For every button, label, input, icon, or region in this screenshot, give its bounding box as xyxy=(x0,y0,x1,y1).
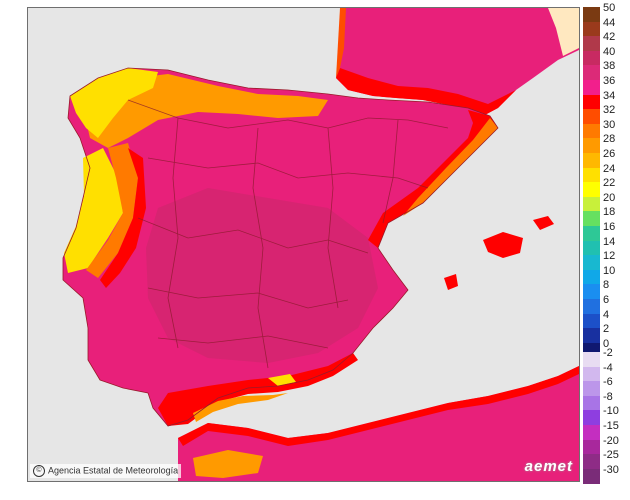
east-coast-orange xyxy=(403,118,498,216)
legend-tick-label: 44 xyxy=(603,16,616,29)
legend-tick-label: 22 xyxy=(603,177,616,190)
credit-label: Agencia Estatal de Meteorología xyxy=(48,465,179,476)
legend-tick-label: 34 xyxy=(603,89,616,102)
legend-tick-label: -20 xyxy=(603,434,619,447)
legend-tick-label: 10 xyxy=(603,264,616,277)
legend-swatch xyxy=(583,284,600,300)
legend-tick-label: 12 xyxy=(603,250,616,263)
legend-swatch xyxy=(583,240,600,256)
legend-swatch xyxy=(583,138,600,154)
legend-tick-label: 0 xyxy=(603,337,610,350)
legend-tick-label: -15 xyxy=(603,420,619,432)
legend-swatch xyxy=(583,439,600,455)
legend-tick-label: 14 xyxy=(603,235,616,248)
legend-tick-label: -25 xyxy=(603,449,619,462)
south-coast-orange xyxy=(193,393,288,422)
legend-swatch xyxy=(583,196,600,212)
legend-swatch xyxy=(583,226,600,242)
legend-tick-label: 36 xyxy=(603,75,616,87)
legend-tick-label: 6 xyxy=(603,294,610,306)
aemet-logo: aemet xyxy=(524,458,573,475)
menorca-island xyxy=(533,216,554,230)
legend-tick-label: 30 xyxy=(603,118,616,131)
legend-swatch xyxy=(583,269,600,285)
legend-tick-label: 2 xyxy=(603,323,610,336)
legend-tick-label: -8 xyxy=(603,390,613,403)
legend-tick-label: 50 xyxy=(603,2,616,14)
copyright-icon: © xyxy=(33,465,45,477)
portugal-coast-yellow xyxy=(64,148,123,273)
legend-tick-label: 18 xyxy=(603,206,616,219)
legend-swatch xyxy=(583,425,600,441)
legend-swatch xyxy=(583,21,600,37)
legend-swatch xyxy=(583,65,600,81)
legend-tick-label: 38 xyxy=(603,60,616,73)
legend-swatch xyxy=(583,468,600,484)
map-frame[interactable]: © Agencia Estatal de Meteorología aemet xyxy=(27,7,580,482)
portugal-coast-red xyxy=(100,148,146,288)
legend-swatch xyxy=(583,109,600,125)
france-atlantic-edge xyxy=(336,8,346,78)
iberia-north-cool xyxy=(83,74,328,148)
portugal-coast-orange xyxy=(86,143,138,278)
legend-swatch xyxy=(583,410,600,426)
legend-tick-label: -4 xyxy=(603,361,613,374)
legend-swatch xyxy=(583,7,600,23)
iberia-inner-hot xyxy=(146,188,378,363)
legend-swatch xyxy=(583,123,600,139)
legend-swatch xyxy=(583,352,600,368)
legend-swatch xyxy=(583,153,600,169)
france-alps-cool xyxy=(548,8,579,56)
mallorca-island xyxy=(483,232,523,258)
legend-swatch xyxy=(583,395,600,411)
legend-swatch xyxy=(583,167,600,183)
legend-tick-label: 20 xyxy=(603,191,616,204)
legend-tick-label: 26 xyxy=(603,148,616,160)
temperature-map xyxy=(62,8,579,481)
credit-text: © Agencia Estatal de Meteorología xyxy=(30,464,182,478)
legend-tick-label: 32 xyxy=(603,104,616,117)
legend-swatch xyxy=(583,182,600,198)
legend-tick-label: -10 xyxy=(603,405,619,418)
legend-tick-label: 16 xyxy=(603,221,616,233)
legend-swatch xyxy=(583,454,600,470)
legend-swatch xyxy=(583,36,600,52)
legend-swatch xyxy=(583,328,600,344)
sierra-nevada-yellow xyxy=(268,374,296,386)
legend-swatch xyxy=(583,94,600,110)
ibiza-island xyxy=(444,274,458,290)
legend-swatch xyxy=(583,299,600,315)
legend-tick-label: 40 xyxy=(603,45,616,58)
legend-tick-label: -6 xyxy=(603,376,613,389)
legend-swatch xyxy=(583,366,600,382)
atlas-cool xyxy=(193,450,263,478)
legend-swatch xyxy=(583,211,600,227)
france-south-band xyxy=(336,68,516,116)
legend-tick-label: -30 xyxy=(603,463,619,476)
legend-tick-label: 8 xyxy=(603,279,610,292)
legend-swatch xyxy=(583,313,600,329)
coastline-iberia xyxy=(62,67,499,427)
legend-tick-label: -2 xyxy=(603,347,613,359)
legend-swatch xyxy=(583,80,600,96)
east-coast-red xyxy=(368,110,498,248)
legend-tick-label: 4 xyxy=(603,308,610,321)
legend-tick-label: 42 xyxy=(603,31,616,44)
regional-borders xyxy=(127,99,449,369)
color-legend: 50 44 42 40 38 36 34 32 30 28 26 24 22 20 18 16 14 12 10 8 6… xyxy=(583,3,629,484)
legend-swatch xyxy=(583,381,600,397)
legend-swatch xyxy=(583,255,600,271)
legend-tick-label: 24 xyxy=(603,162,616,175)
legend-swatch xyxy=(583,50,600,66)
legend-tick-label: 28 xyxy=(603,133,616,146)
galicia-yellow xyxy=(70,68,158,138)
